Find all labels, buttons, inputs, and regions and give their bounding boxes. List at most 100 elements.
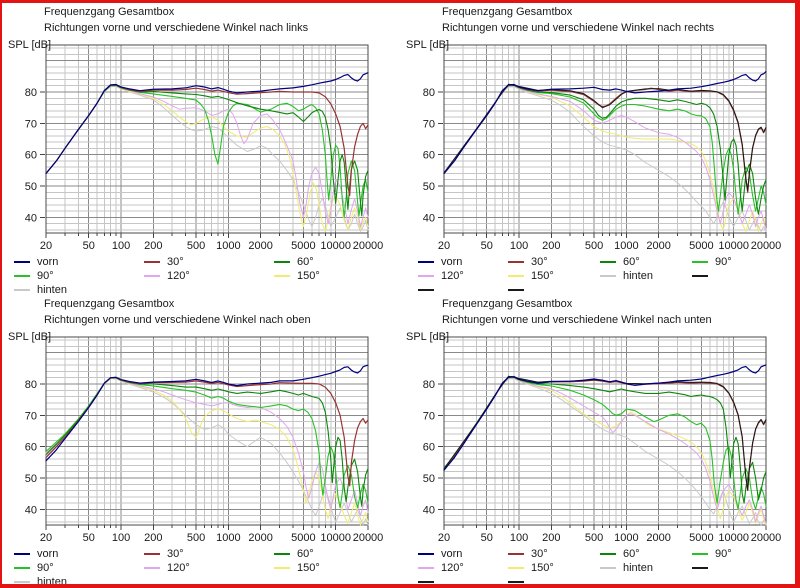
chart-subtitle: Richtungen vorne und verschiedene Winkel… bbox=[44, 22, 309, 34]
legend-item-60deg: 60° bbox=[274, 255, 404, 269]
svg-text:20: 20 bbox=[438, 532, 450, 544]
svg-text:20000: 20000 bbox=[751, 532, 782, 544]
svg-text:20: 20 bbox=[438, 240, 450, 252]
legend: vorn 30° 60° 90° 120° 150° hinten bbox=[418, 255, 782, 297]
chart-canvas-links: 40 50 60 70 80 20 50 100 200 500 1000 2000 5000 10000… bbox=[25, 44, 383, 252]
legend-swatch bbox=[508, 567, 524, 569]
chart-nach-unten: 40 50 60 70 80 20 50 100 200 500 1000 2000 5000 10000… bbox=[400, 295, 795, 584]
svg-text:1000: 1000 bbox=[216, 240, 240, 252]
svg-text:60: 60 bbox=[423, 150, 435, 162]
series-90° bbox=[443, 376, 767, 510]
legend-swatch bbox=[274, 553, 290, 555]
legend-swatch bbox=[600, 261, 616, 263]
chart-subtitle: Richtungen vorne und verschiedene Winkel… bbox=[442, 22, 715, 34]
legend-label: 90° bbox=[37, 562, 54, 574]
svg-text:70: 70 bbox=[423, 410, 435, 422]
legend-swatch bbox=[600, 567, 616, 569]
svg-text:500: 500 bbox=[187, 240, 205, 252]
svg-text:500: 500 bbox=[585, 240, 603, 252]
legend-swatch bbox=[600, 553, 616, 555]
legend-item-hinten: hinten bbox=[600, 561, 692, 575]
svg-text:80: 80 bbox=[423, 87, 435, 99]
series-vorn bbox=[45, 364, 369, 462]
chart-canvas-unten: 40 50 60 70 80 20 50 100 200 500 1000 2000 5000 10000… bbox=[423, 336, 782, 544]
svg-text:10000: 10000 bbox=[718, 240, 749, 252]
legend-swatch bbox=[508, 553, 524, 555]
svg-text:100: 100 bbox=[112, 240, 130, 252]
legend-swatch bbox=[508, 275, 524, 277]
svg-text:10000: 10000 bbox=[718, 532, 749, 544]
series-30° bbox=[45, 376, 369, 487]
svg-text:20: 20 bbox=[40, 532, 52, 544]
legend-item-hinten: hinten bbox=[14, 283, 144, 297]
legend-label: vorn bbox=[37, 256, 59, 268]
legend-item-150deg: 150° bbox=[508, 269, 600, 283]
chart-nach-rechts: 40 50 60 70 80 20 50 100 200 500 1000 2000 5000 10000… bbox=[400, 3, 795, 297]
legend-label: 90° bbox=[715, 548, 732, 560]
legend-label: 120° bbox=[167, 562, 190, 574]
series-vorn bbox=[443, 70, 767, 175]
svg-text:80: 80 bbox=[423, 379, 435, 391]
legend-swatch bbox=[274, 275, 290, 277]
legend-item-90deg: 90° bbox=[692, 547, 782, 561]
legend-item-30deg: 30° bbox=[144, 547, 274, 561]
legend-item-vorn: vorn bbox=[418, 255, 508, 269]
legend-swatch bbox=[14, 289, 30, 291]
legend-swatch bbox=[692, 261, 708, 263]
legend-item-30deg: 30° bbox=[508, 255, 600, 269]
legend-item-unnamed bbox=[508, 283, 600, 297]
legend: vorn 30° 60° 90° 120° 150° hinten bbox=[14, 255, 404, 297]
series-30° bbox=[443, 375, 767, 492]
chart-title: Frequenzgang Gesamtbox bbox=[442, 6, 573, 18]
legend-item-120deg: 120° bbox=[144, 561, 274, 575]
svg-text:80: 80 bbox=[25, 87, 37, 99]
svg-text:60: 60 bbox=[25, 442, 37, 454]
svg-text:40: 40 bbox=[25, 504, 37, 516]
legend-label: hinten bbox=[623, 562, 653, 574]
svg-text:100: 100 bbox=[510, 240, 528, 252]
legend-label: 60° bbox=[297, 548, 314, 560]
legend-item-vorn: vorn bbox=[14, 547, 144, 561]
legend-label: 30° bbox=[531, 256, 548, 268]
legend-item-90deg: 90° bbox=[14, 561, 144, 575]
chart-title: Frequenzgang Gesamtbox bbox=[44, 6, 175, 18]
svg-text:50: 50 bbox=[481, 532, 493, 544]
legend-label: 150° bbox=[531, 270, 554, 282]
legend-swatch bbox=[508, 261, 524, 263]
svg-text:200: 200 bbox=[542, 532, 560, 544]
legend-swatch bbox=[418, 553, 434, 555]
legend-swatch bbox=[14, 567, 30, 569]
svg-text:50: 50 bbox=[481, 240, 493, 252]
svg-text:70: 70 bbox=[25, 118, 37, 130]
legend-swatch bbox=[144, 275, 160, 277]
svg-text:1000: 1000 bbox=[216, 532, 240, 544]
svg-text:10000: 10000 bbox=[320, 240, 351, 252]
svg-text:20: 20 bbox=[40, 240, 52, 252]
legend-item-120deg: 120° bbox=[418, 269, 508, 283]
svg-text:5000: 5000 bbox=[291, 532, 315, 544]
legend-swatch bbox=[14, 275, 30, 277]
svg-text:100: 100 bbox=[510, 532, 528, 544]
svg-text:20000: 20000 bbox=[751, 240, 782, 252]
svg-text:50: 50 bbox=[423, 181, 435, 193]
legend-label: 30° bbox=[531, 548, 548, 560]
legend-label: vorn bbox=[441, 548, 463, 560]
legend-label: hinten bbox=[623, 270, 653, 282]
chart-title: Frequenzgang Gesamtbox bbox=[442, 298, 573, 310]
chart-nach-oben: 40 50 60 70 80 20 50 100 200 500 1000 2000 5000 10000… bbox=[2, 295, 398, 584]
legend-swatch bbox=[418, 581, 434, 583]
svg-text:70: 70 bbox=[25, 410, 37, 422]
svg-text:60: 60 bbox=[423, 442, 435, 454]
series-vorn bbox=[45, 71, 369, 175]
legend-swatch bbox=[418, 275, 434, 277]
legend-label: 30° bbox=[167, 548, 184, 560]
svg-text:50: 50 bbox=[83, 240, 95, 252]
legend-label: 120° bbox=[441, 270, 464, 282]
svg-text:2000: 2000 bbox=[248, 532, 272, 544]
svg-text:1000: 1000 bbox=[614, 532, 638, 544]
legend-item-150deg: 150° bbox=[508, 561, 600, 575]
legend-swatch bbox=[418, 261, 434, 263]
svg-text:50: 50 bbox=[25, 473, 37, 485]
legend-item-hinten: hinten bbox=[600, 269, 692, 283]
legend-label: 150° bbox=[297, 270, 320, 282]
